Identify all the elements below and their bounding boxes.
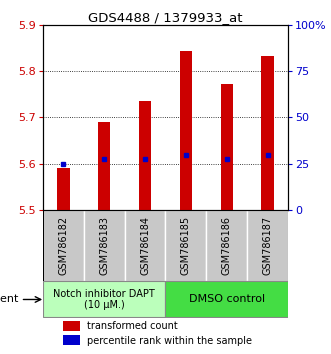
Text: GSM786185: GSM786185 [181, 216, 191, 275]
Bar [139, 101, 151, 210]
Bar [63, 336, 80, 346]
Bar [63, 321, 80, 331]
Bar [166, 210, 206, 281]
Text: GSM786182: GSM786182 [59, 216, 69, 275]
Bar [57, 169, 70, 210]
Bar [98, 122, 110, 210]
Text: transformed count: transformed count [87, 321, 178, 331]
Bar [206, 210, 247, 281]
Bar [261, 56, 274, 210]
Bar [84, 210, 125, 281]
Bar [43, 210, 84, 281]
Bar [166, 281, 288, 318]
Bar [125, 210, 166, 281]
Bar [220, 84, 233, 210]
Text: GSM786183: GSM786183 [99, 216, 109, 275]
Bar [247, 210, 288, 281]
Text: Notch inhibitor DAPT
(10 μM.): Notch inhibitor DAPT (10 μM.) [53, 289, 155, 310]
Text: GSM786186: GSM786186 [222, 216, 232, 275]
Text: GSM786187: GSM786187 [262, 216, 272, 275]
Text: percentile rank within the sample: percentile rank within the sample [87, 336, 252, 346]
Title: GDS4488 / 1379933_at: GDS4488 / 1379933_at [88, 11, 243, 24]
Text: DMSO control: DMSO control [189, 295, 265, 304]
Text: agent: agent [0, 295, 19, 304]
Bar [180, 51, 192, 210]
Bar [43, 281, 166, 318]
Text: GSM786184: GSM786184 [140, 216, 150, 275]
